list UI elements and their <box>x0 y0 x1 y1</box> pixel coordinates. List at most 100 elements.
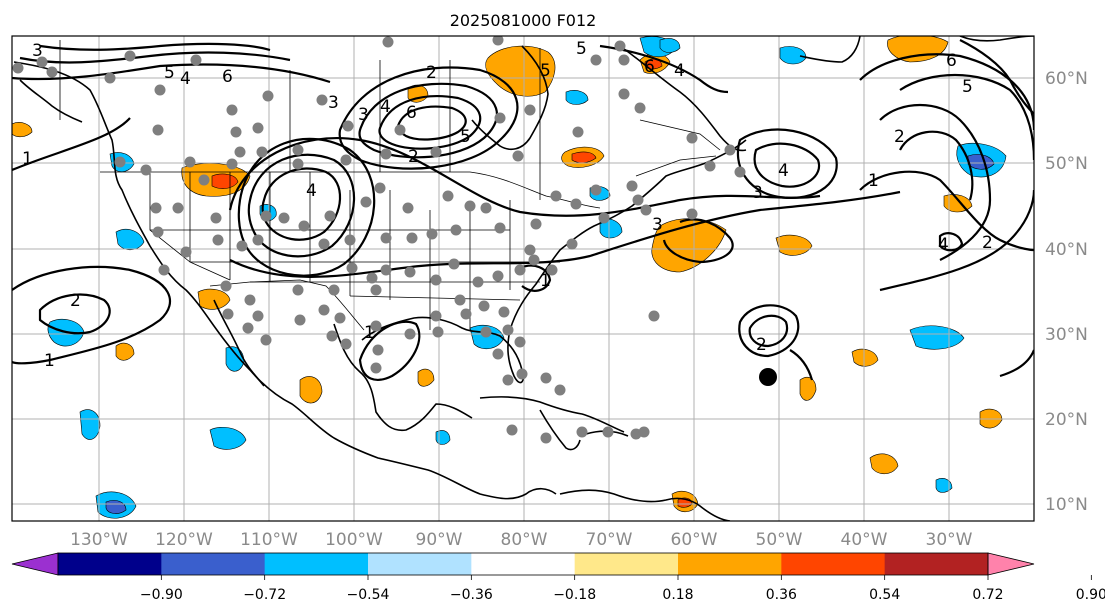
station-dot <box>252 310 264 322</box>
station-dot <box>432 326 444 338</box>
station-dot <box>184 156 196 168</box>
colorbar-tick-label: −0.72 <box>243 587 286 603</box>
station-dot <box>404 266 416 278</box>
lon-label: 120°W <box>155 530 213 550</box>
contour-label: 3 <box>328 93 339 113</box>
contour-label: 5 <box>962 77 973 97</box>
station-dot <box>260 210 272 222</box>
station-dot <box>426 228 438 240</box>
contour-label: 3 <box>32 41 43 61</box>
station-dot <box>502 324 514 336</box>
colorbar-tick-label: −0.18 <box>553 587 596 603</box>
contour-label: 1 <box>44 351 55 371</box>
station-dot <box>242 322 254 334</box>
contour-label: 6 <box>644 57 655 77</box>
map-frame <box>11 35 1035 522</box>
station-dot <box>524 244 536 256</box>
graticule <box>12 36 1034 521</box>
station-dot <box>590 184 602 196</box>
colorbar-frame <box>57 552 989 576</box>
station-dot <box>244 294 256 306</box>
station-dot <box>292 144 304 156</box>
colorbar-tick-label: 0.54 <box>869 587 900 603</box>
station-dot <box>104 72 116 84</box>
lon-label: 130°W <box>70 530 128 550</box>
station-dot <box>46 66 58 78</box>
station-dot <box>502 374 514 386</box>
station-dot <box>460 308 472 320</box>
station-dot <box>572 126 584 138</box>
station-dot <box>590 54 602 66</box>
station-dot <box>370 320 382 332</box>
colorbar: −0.90 −0.72 −0.54 −0.36 −0.18 0.18 0.36 0.54 0.7… <box>11 552 1105 603</box>
station-dot <box>370 362 382 374</box>
colorbar-cell <box>574 553 679 575</box>
lat-label: 10°N <box>1045 495 1088 515</box>
station-dot <box>618 88 630 100</box>
contour-label: 5 <box>576 39 587 59</box>
station-dot <box>140 164 152 176</box>
lon-label: 100°W <box>325 530 383 550</box>
lon-label: 110°W <box>240 530 298 550</box>
station-dot <box>576 426 588 438</box>
lat-label: 30°N <box>1045 325 1088 345</box>
station-dot <box>648 310 660 322</box>
station-dot <box>180 246 192 258</box>
contour-label: 2 <box>894 127 905 147</box>
station-dot <box>380 148 392 160</box>
station-dot <box>342 120 354 132</box>
station-dot <box>252 122 264 134</box>
station-dot <box>326 330 338 342</box>
contour-label: 2 <box>756 335 767 355</box>
station-dot <box>614 40 626 52</box>
station-dot <box>252 234 264 246</box>
station-dot <box>450 224 462 236</box>
station-dot <box>236 240 248 252</box>
contour-label: 5 <box>540 61 551 81</box>
station-dot <box>152 124 164 136</box>
station-dot <box>494 112 506 124</box>
station-dot <box>334 312 346 324</box>
station-dot <box>226 104 238 116</box>
station-dot <box>150 202 162 214</box>
contour-label: 1 <box>868 171 879 191</box>
station-dot <box>546 264 558 276</box>
station-dot <box>480 326 492 338</box>
station-dots <box>12 36 746 444</box>
station-dot <box>540 372 552 384</box>
station-dot <box>530 218 542 230</box>
station-dot <box>260 334 272 346</box>
political-borders <box>59 40 721 331</box>
contour-label: 3 <box>652 215 663 235</box>
contour-label: 1 <box>22 149 33 169</box>
contour-label: 6 <box>222 67 233 87</box>
colorbar-extend-high <box>987 552 1035 576</box>
station-dot <box>316 94 328 106</box>
station-dot <box>514 264 526 276</box>
station-dot <box>374 182 386 194</box>
station-dot <box>464 200 476 212</box>
colorbar-cell <box>884 553 989 575</box>
station-dot <box>640 204 652 216</box>
station-dot <box>506 424 518 436</box>
station-dot <box>220 280 232 292</box>
lat-label: 20°N <box>1045 410 1088 430</box>
station-dot <box>528 254 540 266</box>
colorbar-tick-label: 0.90 <box>1076 587 1105 603</box>
station-dot <box>292 284 304 296</box>
station-dot <box>152 226 164 238</box>
station-dot <box>210 212 222 224</box>
colorbar-tick-label: −0.54 <box>347 587 390 603</box>
colorbar-cell <box>678 553 782 575</box>
station-dot <box>618 54 630 66</box>
contour-label: 5 <box>460 127 471 147</box>
contour-label: 2 <box>426 63 437 83</box>
contour-label-group: 3 4 5 6 2 6 5 4 3 5 4 6 5 1 4 3 3 4 3 1 … <box>22 39 993 371</box>
station-dot <box>340 154 352 166</box>
station-dot <box>566 238 578 250</box>
station-dot <box>172 202 184 214</box>
station-dot <box>406 232 418 244</box>
station-dot <box>190 54 202 66</box>
station-dot <box>12 62 24 74</box>
